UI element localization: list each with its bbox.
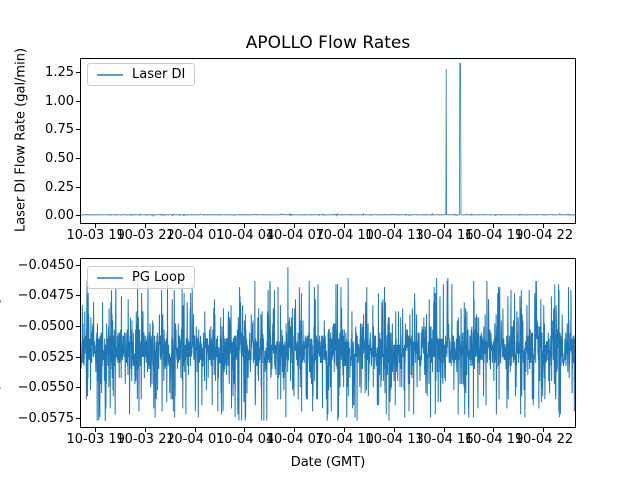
x-tick-label: 10-04 10	[315, 432, 374, 447]
x-tick-label: 10-04 04	[215, 228, 275, 243]
y-tick-label: −0.0450	[17, 257, 74, 273]
x-tick-label: 10-04 13	[365, 432, 424, 447]
y-tick-label: −0.0550	[17, 380, 74, 396]
x-tick-mark	[493, 224, 495, 228]
x-tick-label: 10-04 16	[415, 228, 474, 243]
chart-title: APOLLO Flow Rates	[245, 33, 411, 53]
x-tick-mark	[443, 428, 445, 432]
x-tick-mark	[144, 428, 146, 432]
x-tick-mark	[244, 428, 246, 432]
bottom-legend: PG Loop	[87, 266, 196, 289]
x-tick-label: 10-04 07	[265, 432, 325, 447]
x-tick-label: 10-04 16	[415, 432, 474, 447]
x-tick-mark	[95, 224, 96, 228]
x-tick-mark	[493, 428, 495, 432]
x-tick-label: 10-04 19	[464, 228, 524, 243]
x-tick-mark	[294, 428, 296, 432]
x-tick-label: 10-03 19	[66, 432, 125, 447]
top-legend: Laser DI	[87, 63, 196, 86]
x-tick-mark	[244, 224, 246, 228]
pg-loop-legend-label: PG Loop	[132, 270, 186, 285]
x-tick-mark	[144, 224, 146, 228]
top-y-axis-label: Laser DI Flow Rate (gal/min)	[13, 47, 29, 233]
pg-loop-line-chart	[81, 267, 575, 422]
x-tick-label: 10-03 19	[66, 228, 125, 243]
x-tick-mark	[95, 428, 96, 432]
y-tick-label: −0.0475	[17, 288, 74, 304]
pg-loop-legend-line-swatch	[97, 276, 123, 279]
x-tick-label: 10-03 22	[116, 228, 175, 243]
x-tick-mark	[393, 224, 395, 228]
x-tick-mark	[294, 224, 296, 228]
x-tick-label: 10-04 07	[265, 228, 325, 243]
x-tick-mark	[443, 224, 445, 228]
x-tick-mark	[393, 428, 395, 432]
x-tick-label: 10-04 22	[514, 432, 574, 447]
x-tick-label: 10-04 22	[514, 228, 574, 243]
x-tick-mark	[194, 428, 196, 432]
y-tick-label: −0.0500	[17, 318, 74, 334]
x-tick-label: 10-04 01	[166, 432, 225, 447]
y-tick-label: −0.0525	[17, 349, 74, 365]
x-tick-mark	[543, 428, 545, 432]
laser-di-line-chart	[81, 62, 575, 218]
x-tick-label: 10-03 22	[116, 432, 175, 447]
bottom-y-axis-label-clipped: PG Loop Flow Rate (gal/min)	[0, 251, 2, 435]
x-tick-mark	[344, 428, 345, 432]
x-tick-label: 10-04 10	[315, 228, 374, 243]
x-tick-label: 10-04 19	[464, 432, 524, 447]
x-tick-label: 10-04 01	[166, 228, 225, 243]
x-axis-label: Date (GMT)	[290, 455, 366, 470]
laser-di-legend-line-swatch	[97, 73, 123, 76]
x-tick-mark	[194, 224, 196, 228]
x-tick-label: 10-04 13	[365, 228, 424, 243]
laser-di-legend-label: Laser DI	[132, 67, 186, 82]
x-tick-label: 10-04 04	[215, 432, 275, 447]
x-tick-mark	[344, 224, 345, 228]
x-tick-mark	[543, 224, 545, 228]
y-tick-label: −0.0575	[17, 410, 74, 426]
